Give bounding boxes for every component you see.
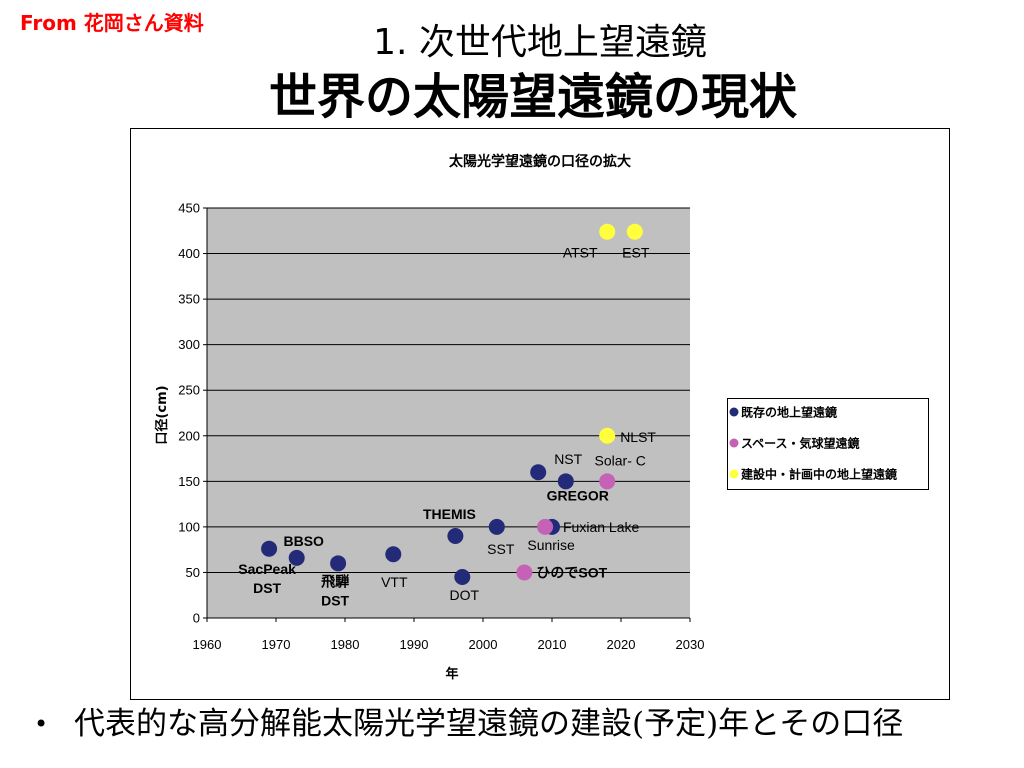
data-point — [537, 518, 554, 535]
point-label: ひのでSOT — [536, 564, 607, 580]
data-point — [599, 427, 616, 444]
x-tick-label: 1970 — [262, 637, 291, 652]
point-label-line: Solar- C — [595, 452, 646, 468]
legend-label-existing: 既存の地上望遠鏡 — [741, 405, 837, 420]
data-point — [330, 555, 347, 572]
x-tick-label: 1980 — [331, 637, 360, 652]
point-label: VTT — [381, 574, 408, 590]
legend-label-planned: 建設中・計画中の地上望遠鏡 — [740, 467, 897, 482]
x-tick-label: 1960 — [193, 637, 222, 652]
plot-area — [207, 208, 690, 618]
x-tick-label: 2030 — [676, 637, 705, 652]
point-label: SST — [487, 541, 515, 557]
bullet-icon — [34, 710, 74, 738]
point-label-line: ひのでSOT — [536, 564, 607, 580]
y-tick-label: 450 — [178, 201, 200, 216]
x-axis-ticks: 1960 1970 1980 1990 2000 2010 2020 2030 — [193, 618, 705, 652]
legend: 既存の地上望遠鏡 スペース・気球望遠鏡 建設中・計画中の地上望遠鏡 — [727, 398, 929, 490]
point-label: ATST — [563, 245, 598, 261]
point-label: EST — [622, 245, 650, 261]
data-point — [557, 473, 574, 490]
chart-title: 太陽光学望遠鏡の口径の拡大 — [449, 153, 631, 170]
point-label-line: ATST — [563, 245, 598, 261]
data-point — [599, 223, 616, 240]
point-label: DOT — [450, 587, 480, 603]
point-label: Sunrise — [527, 537, 575, 553]
x-tick-label: 2020 — [607, 637, 636, 652]
legend-label-space: スペース・気球望遠鏡 — [741, 436, 860, 451]
legend-frame — [727, 398, 929, 490]
point-label-line: DST — [321, 592, 349, 608]
data-point — [261, 540, 278, 557]
y-tick-label: 400 — [178, 246, 200, 261]
y-axis-ticks: 0 50 100 150 200 250 300 350 400 450 — [178, 201, 207, 626]
legend-marker-space — [729, 438, 739, 448]
data-point — [385, 546, 402, 563]
data-point — [488, 518, 505, 535]
data-point — [599, 473, 616, 490]
y-tick-label: 200 — [178, 428, 200, 443]
point-label: Fuxian Lake — [563, 519, 639, 535]
data-point — [447, 528, 464, 544]
bullet-text: 代表的な高分解能太陽光学望遠鏡の建設(予定)年とその口径 — [74, 706, 904, 742]
data-point — [626, 223, 643, 240]
x-tick-label: 1990 — [400, 637, 429, 652]
y-tick-label: 100 — [178, 519, 200, 534]
point-labels: SacPeak DST BBSO 飛騨 DST VTT THEMIS DOT SST NST Fux… — [238, 245, 656, 609]
data-point — [516, 564, 533, 581]
data-point — [530, 464, 547, 481]
y-tick-label: 300 — [178, 337, 200, 352]
point-label-line: DOT — [450, 587, 480, 603]
point-label: GREGOR — [547, 487, 609, 503]
bullet-item: 代表的な高分解能太陽光学望遠鏡の建設(予定)年とその口径 — [34, 702, 903, 746]
source-note: From 花岡さん資料 — [20, 11, 204, 35]
point-label-line: SST — [487, 541, 515, 557]
point-label-line: EST — [622, 245, 650, 261]
point-label: Solar- C — [595, 452, 646, 468]
point-label-line: 飛騨 — [320, 573, 349, 589]
slide-title: 世界の太陽望遠鏡の現状 — [268, 69, 797, 125]
y-tick-label: 0 — [193, 611, 200, 626]
y-axis-label: 口径(cm) — [154, 385, 170, 444]
legend-marker-existing — [729, 407, 739, 417]
point-label-line: THEMIS — [423, 506, 476, 522]
data-point — [288, 549, 305, 566]
point-label-line: BBSO — [283, 533, 324, 549]
point-label-line: NST — [554, 451, 582, 467]
point-label: NLST — [620, 429, 656, 445]
y-tick-label: 50 — [186, 565, 200, 580]
x-tick-label: 2010 — [538, 637, 567, 652]
point-label: THEMIS — [423, 506, 476, 522]
slide-heading: 1. 次世代地上望遠鏡 — [373, 22, 707, 63]
point-label-line: SacPeak — [238, 561, 296, 577]
point-label: 飛騨 DST — [320, 573, 349, 608]
point-label-line: GREGOR — [547, 487, 609, 503]
point-label-line: VTT — [381, 574, 408, 590]
y-tick-label: 150 — [178, 474, 200, 489]
scatter-chart: 太陽光学望遠鏡の口径の拡大 0 50 100 150 200 250 300 350 400 45… — [130, 128, 950, 700]
data-point — [454, 569, 471, 585]
x-tick-label: 2000 — [469, 637, 498, 652]
point-label-line: Fuxian Lake — [563, 519, 639, 535]
point-label-line: NLST — [620, 429, 656, 445]
x-axis-label: 年 — [445, 666, 458, 682]
y-tick-label: 350 — [178, 292, 200, 307]
point-label: SacPeak DST — [238, 561, 296, 596]
point-label-line: DST — [253, 580, 281, 596]
y-tick-label: 250 — [178, 383, 200, 398]
point-label-line: Sunrise — [527, 537, 575, 553]
legend-marker-planned — [729, 469, 739, 479]
data-points — [261, 223, 643, 585]
point-label: BBSO — [283, 533, 324, 549]
point-label: NST — [554, 451, 582, 467]
